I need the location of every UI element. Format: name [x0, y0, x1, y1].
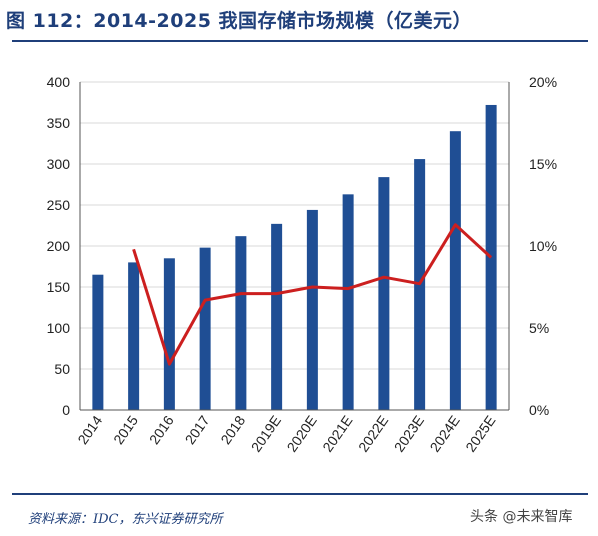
bar	[128, 262, 140, 410]
x-tick-label: 2015	[110, 412, 141, 447]
bar	[271, 223, 283, 410]
bar	[342, 194, 354, 410]
y2-tick-label: 0%	[529, 402, 549, 418]
x-tick-label: 2021E	[319, 413, 355, 455]
y-tick-label: 300	[47, 156, 71, 172]
x-tick-label: 2023E	[391, 413, 427, 455]
x-tick-label: 2025E	[462, 413, 498, 455]
bar	[485, 104, 497, 411]
figure-title: 图 112：2014-2025 我国存储市场规模（亿美元）	[6, 10, 473, 32]
x-tick-label: 2024E	[427, 413, 463, 455]
x-tick-label: 2014	[74, 412, 105, 447]
y-tick-label: 50	[54, 361, 70, 377]
chart-area: 0 50 100 150 200 250 300 350 400 0% 5% 10% 15% 20% 201…	[47, 74, 557, 455]
x-tick-label: 2017	[182, 412, 213, 447]
bar	[378, 177, 390, 410]
y-tick-label: 0	[62, 402, 70, 418]
y2-tick-label: 10%	[529, 238, 557, 254]
source-note: 资料来源：IDC，东兴证券研究所	[28, 512, 223, 527]
y-tick-label: 100	[47, 320, 71, 336]
y-tick-label: 350	[47, 115, 71, 131]
y2-tick-label: 5%	[529, 320, 549, 336]
title-rule	[12, 40, 588, 42]
bar	[92, 274, 104, 410]
growth-line	[132, 223, 493, 366]
bar	[163, 258, 175, 410]
footer-rule	[12, 493, 588, 495]
x-tick-label: 2020E	[284, 413, 320, 455]
x-tick-label: 2016	[146, 412, 177, 447]
bar	[235, 236, 247, 410]
watermark: 头条 @未来智库	[470, 509, 573, 525]
x-tick-label: 2022E	[355, 413, 391, 455]
y-tick-label: 250	[47, 197, 71, 213]
y-tick-label: 400	[47, 74, 71, 90]
bar	[199, 247, 211, 410]
bar	[306, 209, 318, 410]
bar	[449, 131, 461, 410]
y2-tick-label: 20%	[529, 74, 557, 90]
y-tick-label: 200	[47, 238, 71, 254]
x-tick-label: 2018	[217, 412, 248, 447]
x-tick-label: 2019E	[248, 413, 284, 455]
y2-tick-label: 15%	[529, 156, 557, 172]
y-tick-label: 150	[47, 279, 71, 295]
